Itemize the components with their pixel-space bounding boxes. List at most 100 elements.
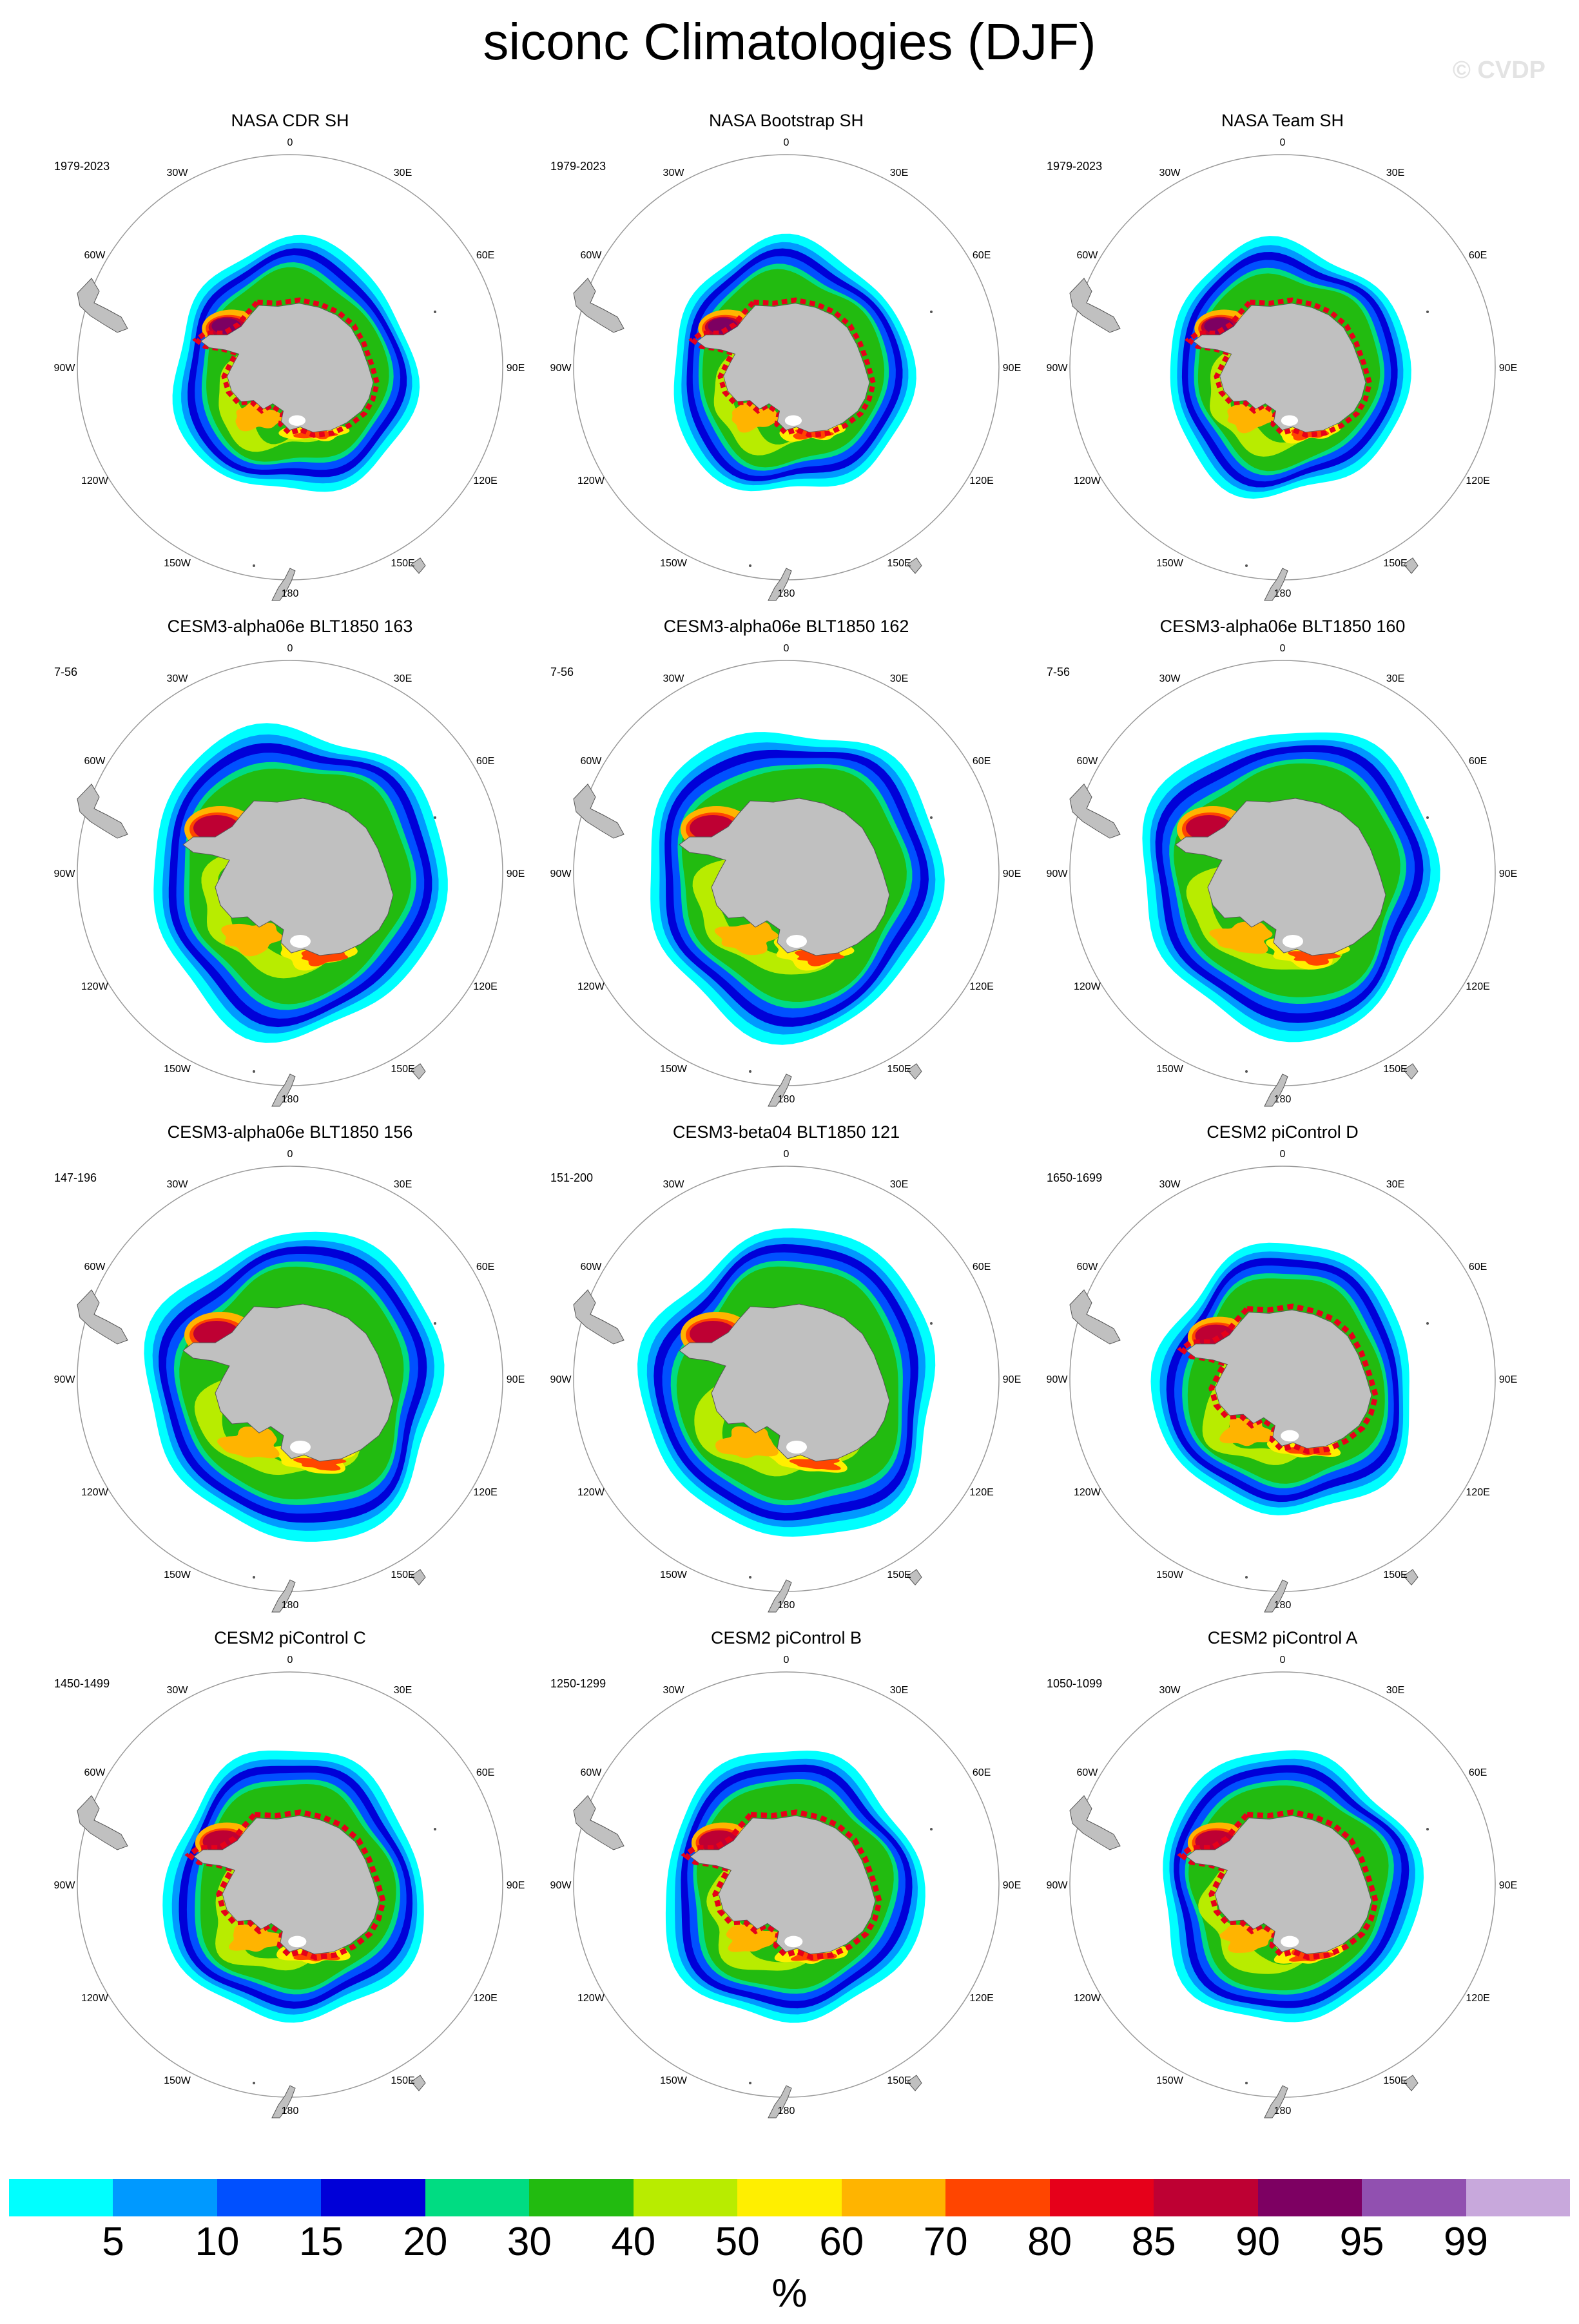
longitude-label: 60W <box>84 1262 106 1272</box>
longitude-label: 30E <box>394 673 412 684</box>
south-america-landmass <box>1069 1289 1121 1345</box>
longitude-label: 30E <box>394 1179 412 1190</box>
map-panel: 0 30E 60E 90E 120E 150E 180 150W 120W 90W 60W 30W CE… <box>45 1627 535 2136</box>
longitude-label: 120W <box>81 475 109 486</box>
longitude-label: 150W <box>660 2075 688 2086</box>
longitude-label: 0 <box>784 137 790 148</box>
antarctica-landmass <box>1186 1815 1372 1955</box>
weddell-sea-ice <box>1204 318 1234 334</box>
longitude-label: 90E <box>1499 869 1517 879</box>
island-marker <box>434 1322 436 1325</box>
longitude-label: 120E <box>1466 475 1489 486</box>
longitude-label: 150W <box>660 1570 688 1580</box>
colorbar-tick-label: 50 <box>715 2220 760 2264</box>
island-marker <box>434 311 436 313</box>
ross-ice-shelf <box>288 415 306 426</box>
longitude-label: 180 <box>778 588 795 599</box>
longitude-label: 180 <box>282 1094 299 1105</box>
panel-period: 1979-2023 <box>550 160 606 173</box>
longitude-label: 0 <box>784 1149 790 1160</box>
longitude-label: 180 <box>1274 1094 1292 1105</box>
colorbar-box <box>737 2179 842 2216</box>
antarctica-landmass <box>193 1815 380 1955</box>
panel-title: CESM3-alpha06e BLT1850 163 <box>167 617 413 636</box>
island-marker <box>1245 564 1248 567</box>
antarctica-landmass <box>182 1303 394 1462</box>
colorbar-tick-label: 10 <box>195 2220 240 2264</box>
longitude-label: 30W <box>663 673 685 684</box>
polar-map: 0 30E 60E 90E 120E 150E 180 150W 120W 90W 60W 30W <box>1047 643 1517 1107</box>
longitude-label: 60E <box>1469 756 1487 767</box>
longitude-label: 60E <box>973 250 991 261</box>
island-marker <box>253 2082 255 2084</box>
panel-title: CESM2 piControl B <box>710 1628 862 1647</box>
tasmania-landmass <box>907 1063 922 1080</box>
ross-ice-shelf <box>1283 935 1303 948</box>
longitude-label: 90W <box>550 869 572 879</box>
antarctica-landmass <box>1186 1309 1372 1449</box>
longitude-label: 60W <box>1076 1262 1098 1272</box>
longitude-label: 120W <box>81 981 109 992</box>
ross-ice-shelf <box>786 1441 807 1454</box>
longitude-label: 90W <box>1047 363 1069 374</box>
colorbar-tick-label: 85 <box>1131 2220 1176 2264</box>
ice-band <box>221 923 284 957</box>
longitude-label: 30E <box>1386 1685 1404 1696</box>
longitude-label: 30W <box>663 1685 685 1696</box>
tasmania-landmass <box>411 557 426 574</box>
island-marker <box>1245 1576 1248 1579</box>
longitude-label: 150W <box>1156 1064 1184 1075</box>
tasmania-landmass <box>1403 1063 1419 1080</box>
longitude-label: 90W <box>550 1374 572 1385</box>
polar-map: 0 30E 60E 90E 120E 150E 180 150W 120W 90W 60W 30W <box>1047 1149 1517 1613</box>
map-panel: 0 30E 60E 90E 120E 150E 180 150W 120W 90W 60W 30W CE… <box>541 615 1031 1124</box>
longitude-label: 90W <box>550 1880 572 1891</box>
island-marker <box>1426 311 1429 313</box>
coastal-ice-fringe <box>681 1809 882 1961</box>
longitude-label: 30E <box>890 1685 908 1696</box>
panel-period: 1050-1099 <box>1047 1677 1103 1690</box>
longitude-label: 120E <box>1466 1487 1489 1498</box>
longitude-label: 60E <box>476 756 494 767</box>
longitude-label: 60E <box>973 756 991 767</box>
longitude-label: 0 <box>784 643 790 654</box>
polar-map: 0 30E 60E 90E 120E 150E 180 150W 120W 90W 60W 30W <box>550 1655 1021 2118</box>
longitude-label: 150E <box>391 2075 414 2086</box>
longitude-label: 90W <box>1047 869 1069 879</box>
ross-ice-shelf <box>784 415 802 426</box>
longitude-label: 90E <box>507 869 525 879</box>
longitude-label: 30E <box>890 168 908 178</box>
longitude-label: 90W <box>54 869 76 879</box>
panel-title: CESM3-alpha06e BLT1850 162 <box>663 617 909 636</box>
longitude-label: 60W <box>580 1767 602 1778</box>
colorbar-tick-label: 95 <box>1339 2220 1384 2264</box>
longitude-label: 180 <box>778 1094 795 1105</box>
panel-title: CESM2 piControl D <box>1206 1122 1359 1142</box>
map-panel: 0 30E 60E 90E 120E 150E 180 150W 120W 90W 60W 30W CE… <box>1038 615 1527 1124</box>
longitude-label: 180 <box>282 1600 299 1611</box>
colorbar-box <box>841 2179 946 2216</box>
new-zealand-landmass <box>271 568 296 601</box>
longitude-label: 30E <box>890 1179 908 1190</box>
island-marker <box>1245 2082 1248 2084</box>
longitude-label: 30W <box>1159 1685 1181 1696</box>
panel-title: CESM3-alpha06e BLT1850 156 <box>167 1122 413 1142</box>
tasmania-landmass <box>411 1063 426 1080</box>
longitude-label: 0 <box>784 1655 790 1666</box>
longitude-label: 150W <box>1156 2075 1184 2086</box>
tasmania-landmass <box>1403 557 1419 574</box>
island-marker <box>1245 1070 1248 1073</box>
longitude-label: 90W <box>1047 1374 1069 1385</box>
longitude-label: 150E <box>391 558 414 569</box>
panel-period: 151-200 <box>550 1171 594 1184</box>
south-america-landmass <box>573 1795 625 1850</box>
longitude-label: 30E <box>394 168 412 178</box>
longitude-label: 120E <box>1466 1993 1489 2004</box>
longitude-label: 150W <box>1156 558 1184 569</box>
panel-title: NASA CDR SH <box>231 111 349 130</box>
ross-ice-shelf <box>786 935 807 948</box>
longitude-label: 0 <box>287 1655 293 1666</box>
longitude-label: 30W <box>663 1179 685 1190</box>
antarctica-landmass <box>679 798 890 956</box>
polar-map: 0 30E 60E 90E 120E 150E 180 150W 120W 90W 60W 30W <box>54 1655 525 2118</box>
